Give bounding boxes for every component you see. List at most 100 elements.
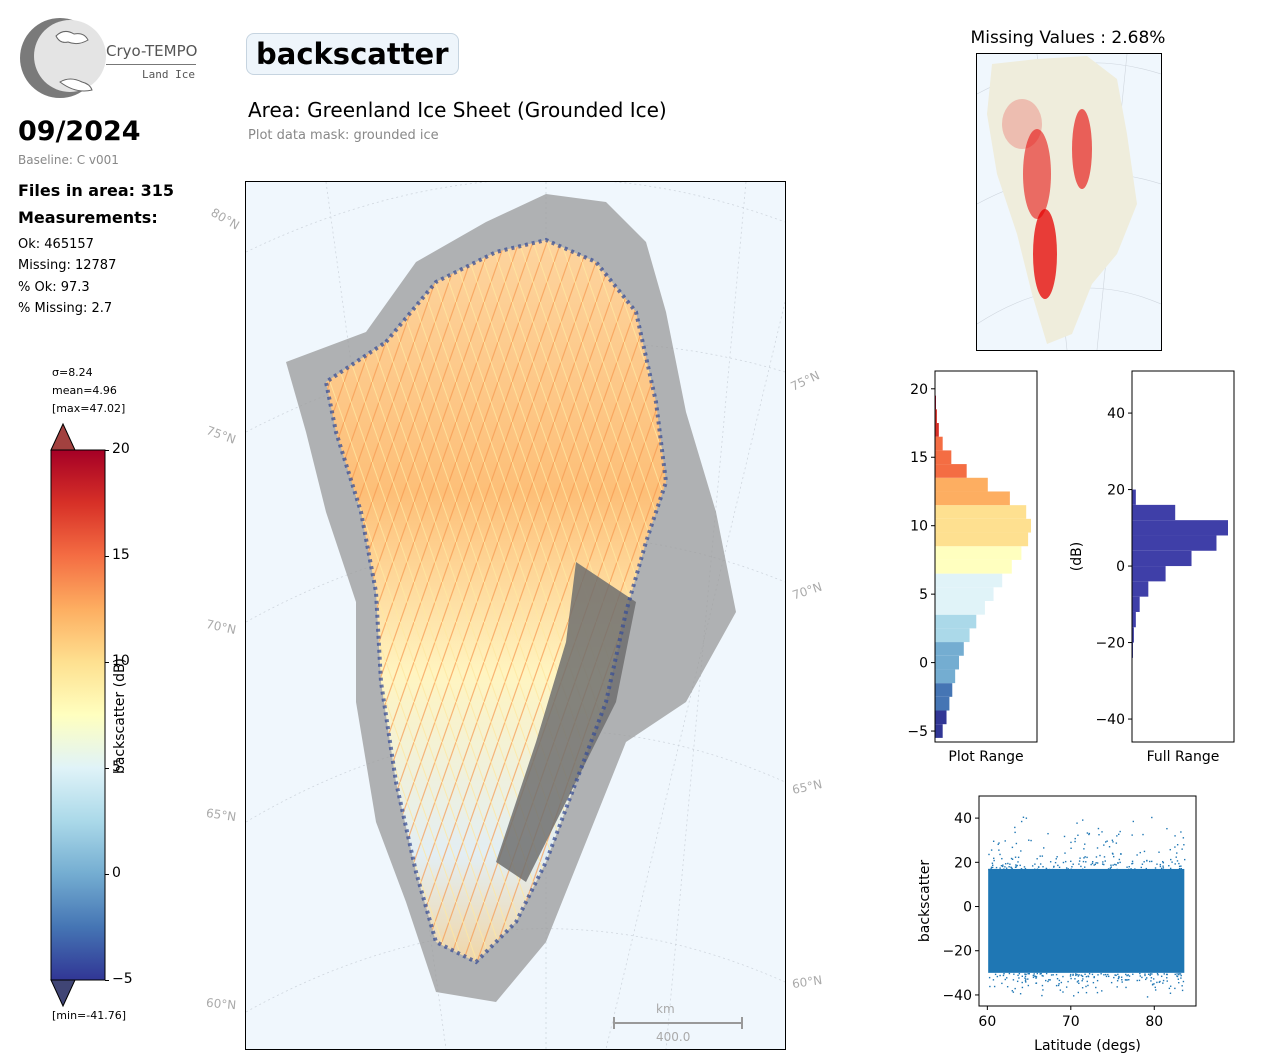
scatter-point xyxy=(1065,986,1068,988)
scatter-point xyxy=(1004,866,1006,868)
colorbar xyxy=(50,422,106,1008)
scatter-point xyxy=(1070,847,1072,849)
scatter-point xyxy=(1075,973,1077,975)
scatter-point xyxy=(1043,847,1045,849)
scatter-point xyxy=(1027,984,1030,987)
scatter-point xyxy=(1097,974,1099,976)
scatter-point xyxy=(1162,860,1164,863)
histogram-bar xyxy=(935,642,964,656)
scatter-point xyxy=(1104,860,1106,862)
scatter-point xyxy=(1071,866,1073,868)
scatter-point xyxy=(1084,973,1086,975)
scatter-point xyxy=(991,862,994,864)
scatter-point xyxy=(1048,979,1050,981)
measurements-heading: Measurements: xyxy=(18,208,158,227)
scatter-point xyxy=(1002,974,1005,977)
scale-value: 400.0 xyxy=(656,1030,691,1044)
scatter-point xyxy=(1168,987,1171,990)
histogram-bar xyxy=(935,423,939,437)
scatter-point xyxy=(990,866,993,869)
scatter-point xyxy=(1112,864,1114,866)
scatter-point xyxy=(1006,986,1009,988)
scatter-point xyxy=(1009,863,1011,865)
y-tick-label: −5 xyxy=(907,724,928,740)
scatter-point xyxy=(1127,974,1129,976)
scatter-point xyxy=(1109,867,1112,869)
y-tick-label: 15 xyxy=(910,450,928,466)
scatter-point xyxy=(1111,839,1114,841)
greenland-map xyxy=(245,178,786,1050)
scatter-point xyxy=(1160,975,1163,978)
scatter-point xyxy=(1012,979,1015,981)
scatter-point xyxy=(1055,973,1058,976)
colorbar-mean: mean=4.96 xyxy=(52,384,117,397)
scatter-point xyxy=(1158,851,1160,853)
scatter-point xyxy=(1017,861,1019,863)
scatter-point xyxy=(1126,866,1128,868)
scatter-point xyxy=(1108,846,1111,848)
scatter-point xyxy=(992,864,994,866)
scatter-point xyxy=(1183,858,1186,861)
scatter-point xyxy=(1096,991,1099,994)
scatter-point xyxy=(1170,858,1172,861)
scatter-point xyxy=(1136,854,1138,856)
variable-title: backscatter xyxy=(246,33,459,75)
percent-ok: % Ok: 97.3 xyxy=(18,280,90,295)
scatter-point xyxy=(1139,975,1141,977)
scatter-point xyxy=(1014,856,1017,858)
scatter-point xyxy=(988,976,991,979)
scatter-point xyxy=(1103,974,1105,976)
scatter-point xyxy=(1169,848,1171,851)
scatter-point xyxy=(1131,863,1133,865)
scatter-point xyxy=(1069,973,1072,976)
scatter-point xyxy=(1126,974,1128,977)
scatter-point xyxy=(1104,973,1107,976)
scatter-point xyxy=(1077,975,1080,977)
scatter-point xyxy=(1101,863,1104,865)
scatter-point xyxy=(1178,868,1181,871)
y-tick-label: 20 xyxy=(910,382,928,398)
scatter-point xyxy=(1058,866,1061,869)
lat-label-right-75: 75°N xyxy=(788,368,822,394)
scatter-point xyxy=(1001,982,1003,985)
scatter-point xyxy=(1035,976,1038,978)
scatter-point xyxy=(1107,973,1109,976)
scatter-point xyxy=(1152,978,1155,980)
scatter-point xyxy=(1114,974,1116,976)
scatter-point xyxy=(1117,973,1119,976)
scatter-point xyxy=(1100,973,1102,975)
scatter-point xyxy=(1169,992,1172,994)
scatter-point xyxy=(1093,976,1095,979)
scatter-point xyxy=(1113,976,1115,979)
y-axis-label: backscatter xyxy=(917,860,933,942)
missing-title: Missing Values : 2.68% xyxy=(970,28,1166,48)
scatter-point xyxy=(1174,987,1176,990)
lat-label-right-65: 65°N xyxy=(790,777,824,797)
scatter-point xyxy=(1017,974,1019,977)
scatter-point xyxy=(1064,860,1067,863)
scatter-point xyxy=(1048,868,1051,871)
scatter-point xyxy=(1076,973,1078,976)
y-tick-label: −20 xyxy=(942,944,972,960)
scatter-point xyxy=(1042,975,1044,977)
scatter-point xyxy=(1020,850,1022,852)
scatter-point xyxy=(1125,973,1127,976)
scatter-point xyxy=(1055,858,1057,860)
scatter-point xyxy=(1096,979,1099,982)
scatter-point xyxy=(1180,974,1182,977)
scatter-point xyxy=(1074,978,1076,980)
histogram-bar xyxy=(935,573,1003,588)
scatter-point xyxy=(1004,863,1007,865)
scatter-point xyxy=(1080,974,1083,976)
scatter-point xyxy=(1180,977,1182,979)
histogram-bar xyxy=(935,696,950,711)
scatter-point xyxy=(1180,867,1183,870)
scatter-point xyxy=(1045,867,1048,870)
scatter-point xyxy=(1020,820,1023,823)
scatter-point xyxy=(1006,977,1008,979)
scatter-point xyxy=(1069,975,1072,977)
scatter-point xyxy=(1120,976,1123,978)
scatter-point xyxy=(1101,990,1103,992)
scatter-point xyxy=(1112,855,1115,858)
logo-name: Cryo-TEMPO xyxy=(106,42,198,60)
